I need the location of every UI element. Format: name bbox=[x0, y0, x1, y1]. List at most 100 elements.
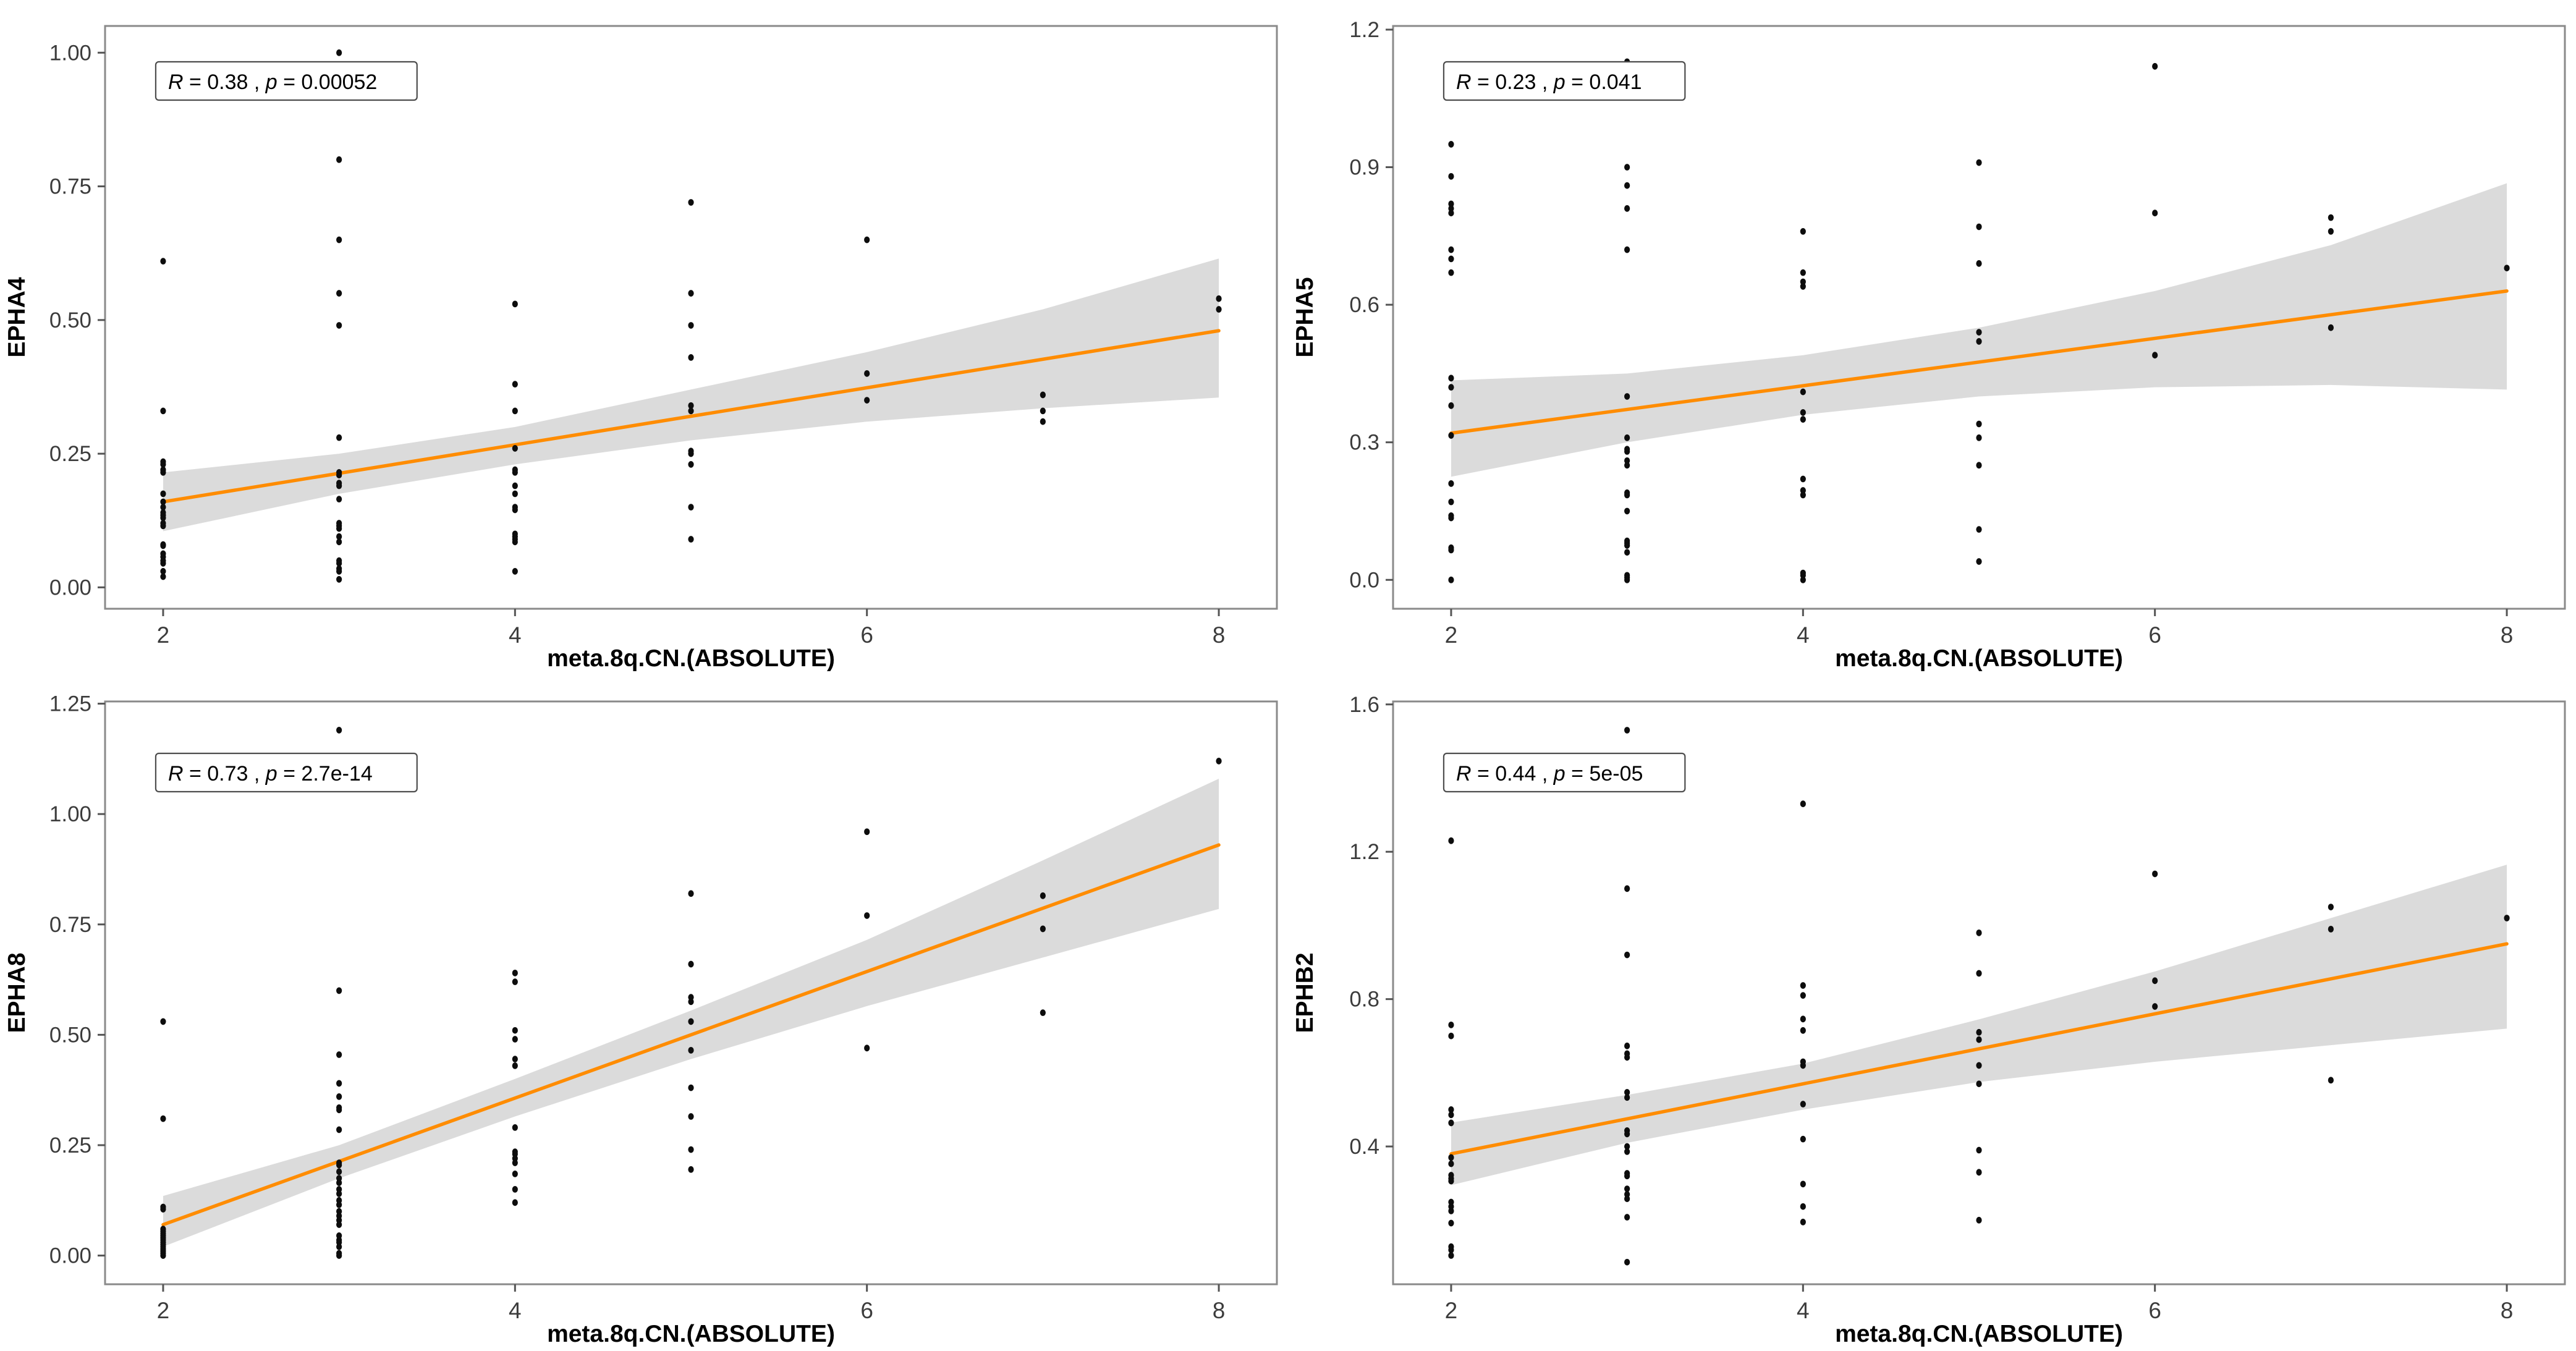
data-point bbox=[512, 482, 518, 489]
data-point bbox=[1800, 487, 1806, 494]
data-point bbox=[1448, 1106, 1454, 1113]
panel-border bbox=[104, 25, 1278, 610]
data-point bbox=[1448, 1177, 1454, 1185]
data-point bbox=[1624, 1148, 1630, 1155]
correlation-annotation-text: R = 0.73 , p = 2.7e-14 bbox=[168, 762, 373, 786]
data-point bbox=[336, 1168, 342, 1175]
x-tick-label: 8 bbox=[1213, 622, 1226, 648]
data-point bbox=[512, 538, 518, 546]
data-point bbox=[1800, 475, 1806, 483]
y-tick-label: 1.2 bbox=[1349, 840, 1379, 864]
data-point bbox=[512, 568, 518, 575]
panel-epha4: 2 4 6 8 0.00 0.25 0.50 0.75 1.00 meta.8q.CN.(ABSO… bbox=[0, 0, 1288, 676]
data-point bbox=[1976, 434, 1982, 441]
data-point bbox=[1448, 1160, 1454, 1167]
data-point bbox=[336, 236, 342, 244]
y-tick-label: 0.75 bbox=[49, 913, 91, 937]
data-point bbox=[160, 522, 166, 530]
x-tick-label: 4 bbox=[509, 622, 522, 648]
data-point bbox=[336, 1093, 342, 1100]
x-axis: 2 4 6 8 bbox=[157, 609, 1226, 648]
data-point bbox=[1448, 514, 1454, 522]
data-point bbox=[1448, 172, 1454, 180]
data-point bbox=[336, 434, 342, 441]
data-point bbox=[1976, 462, 1982, 469]
data-point bbox=[1976, 1062, 1982, 1069]
data-point bbox=[160, 1018, 166, 1025]
x-tick-label: 2 bbox=[1445, 1298, 1458, 1323]
x-tick-label: 4 bbox=[1797, 1298, 1810, 1323]
data-point bbox=[160, 468, 166, 476]
y-tick-label: 0.9 bbox=[1349, 156, 1379, 180]
data-point bbox=[1448, 498, 1454, 506]
data-point bbox=[688, 1113, 694, 1120]
data-point bbox=[336, 1179, 342, 1187]
x-tick-label: 4 bbox=[509, 1298, 522, 1323]
data-point bbox=[1448, 1021, 1454, 1028]
data-point bbox=[160, 1206, 166, 1213]
data-point bbox=[1448, 200, 1454, 208]
data-point bbox=[688, 1018, 694, 1025]
data-point bbox=[336, 1106, 342, 1114]
data-point bbox=[1800, 1218, 1806, 1226]
data-point bbox=[512, 1056, 518, 1063]
data-point bbox=[2504, 265, 2510, 272]
data-point bbox=[688, 1146, 694, 1153]
data-point bbox=[1624, 885, 1630, 892]
data-points bbox=[1448, 58, 2510, 583]
data-point bbox=[1624, 951, 1630, 959]
x-axis-title: meta.8q.CN.(ABSOLUTE) bbox=[1835, 1321, 2123, 1347]
scatter-plot-ephb2: 2 4 6 8 0.4 0.8 1.2 1.6 meta.8q.CN.(ABSOLUTE) EPH… bbox=[1288, 676, 2576, 1351]
data-point bbox=[336, 472, 342, 479]
data-point bbox=[1624, 507, 1630, 515]
data-point bbox=[1448, 1252, 1454, 1259]
data-point bbox=[1976, 558, 1982, 565]
data-point bbox=[1976, 1146, 1982, 1154]
y-tick-label: 0.0 bbox=[1349, 568, 1379, 592]
data-point bbox=[1800, 1180, 1806, 1188]
data-point bbox=[1448, 480, 1454, 487]
data-point bbox=[1976, 929, 1982, 936]
y-tick-label: 0.00 bbox=[49, 1244, 91, 1268]
x-axis: 2 4 6 8 bbox=[157, 1284, 1225, 1323]
data-point bbox=[336, 1221, 342, 1228]
data-point bbox=[160, 514, 166, 522]
data-point bbox=[1040, 407, 1046, 415]
data-point bbox=[1448, 1247, 1454, 1253]
y-tick-label: 1.2 bbox=[1349, 18, 1379, 42]
data-point bbox=[1800, 800, 1806, 808]
data-point bbox=[1624, 1258, 1630, 1266]
data-point bbox=[864, 397, 870, 404]
data-point bbox=[336, 1201, 342, 1208]
y-tick-label: 0.3 bbox=[1349, 431, 1379, 455]
data-point bbox=[160, 504, 166, 511]
data-point bbox=[1216, 295, 1222, 302]
data-point bbox=[160, 498, 166, 506]
data-point bbox=[1976, 526, 1982, 533]
data-point bbox=[1216, 758, 1222, 764]
y-tick-label: 0.00 bbox=[49, 575, 91, 599]
y-axis: 0.4 0.8 1.2 1.6 bbox=[1349, 693, 1393, 1159]
data-point bbox=[1976, 159, 1982, 166]
data-point bbox=[160, 560, 166, 567]
data-point bbox=[160, 461, 166, 468]
data-point bbox=[1976, 1216, 1982, 1224]
data-point bbox=[160, 542, 166, 549]
data-point bbox=[1624, 1143, 1630, 1150]
data-point bbox=[512, 468, 518, 476]
data-point bbox=[160, 407, 166, 415]
data-point bbox=[336, 482, 342, 489]
data-point bbox=[512, 1124, 518, 1131]
data-point bbox=[2152, 1003, 2158, 1010]
data-point bbox=[1448, 384, 1454, 391]
data-point bbox=[864, 912, 870, 919]
data-point bbox=[1976, 223, 1982, 231]
data-point bbox=[1448, 375, 1454, 382]
x-axis-title: meta.8q.CN.(ABSOLUTE) bbox=[547, 1321, 835, 1347]
data-point bbox=[1800, 269, 1806, 276]
data-point bbox=[512, 978, 518, 986]
x-axis: 2 4 6 8 bbox=[1445, 1284, 2513, 1323]
data-point bbox=[1624, 1195, 1630, 1203]
data-point bbox=[2152, 977, 2158, 985]
data-point bbox=[1976, 970, 1982, 977]
